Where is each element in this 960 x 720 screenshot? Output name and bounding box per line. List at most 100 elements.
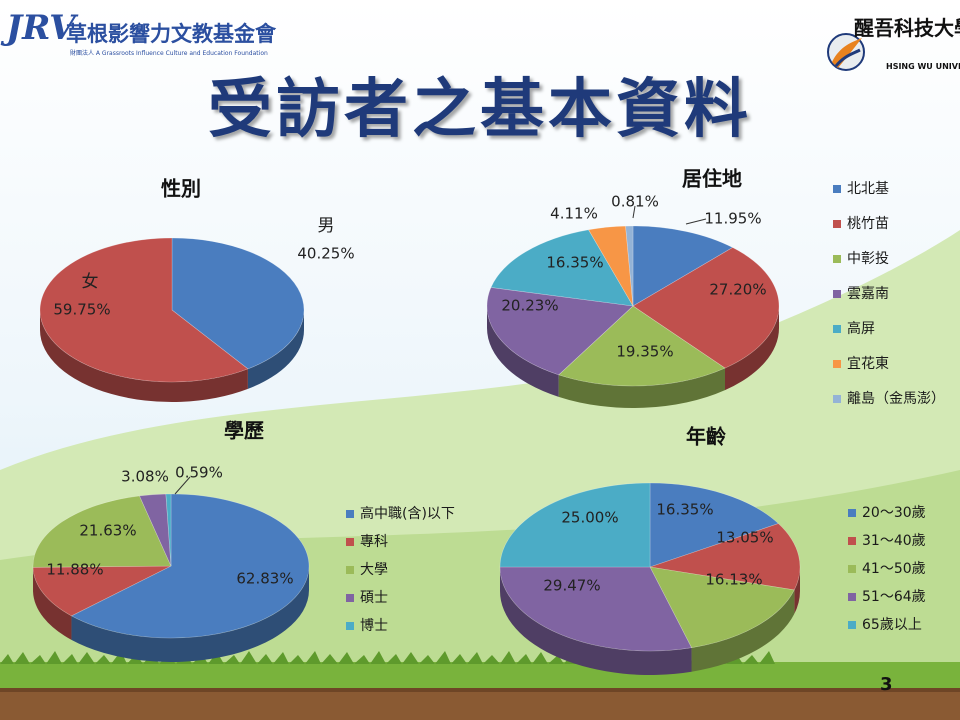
age-legend-label: 41～50歲: [862, 561, 926, 577]
residence-legend-swatch: [833, 185, 841, 193]
gender-category-label: 男: [318, 216, 335, 236]
age-pie-chart: 年齡 16.35%13.05% 16.13% 29.47% 25.00% 20～30歲 31…: [499, 425, 926, 675]
gender-slice-1: [171, 237, 305, 370]
education-legend-swatch: [346, 566, 354, 574]
age-legend-swatch: [848, 565, 856, 573]
education-slice-5: [165, 493, 172, 567]
residence-slice-side-3: [558, 368, 725, 409]
education-data-label: 62.83%: [236, 570, 293, 588]
university-name-en: HSING WU UNIVERSITY: [886, 62, 960, 71]
age-legend-label: 31～40歲: [862, 533, 926, 549]
residence-legend-swatch: [833, 220, 841, 228]
residence-leader-line-2: [632, 205, 636, 219]
age-legend-swatch: [848, 537, 856, 545]
soil: [0, 688, 960, 720]
education-legend-label: 大學: [360, 562, 388, 578]
age-legend-swatch: [848, 621, 856, 629]
university-logo: 醒吾科技大學 HSING WU UNIVERSITY: [820, 8, 960, 74]
education-slice-2: [32, 565, 172, 617]
education-legend-label: 專科: [360, 534, 388, 550]
residence-legend-swatch: [833, 360, 841, 368]
gender-pie-chart: 性別男 40.25% 女 59.75%: [39, 177, 355, 402]
age-legend-swatch: [848, 593, 856, 601]
education-slice-1: [70, 493, 310, 639]
residence-legend-label: 高屏: [847, 320, 875, 337]
residence-slice-5: [490, 229, 634, 307]
gender-data-label: 59.75%: [53, 301, 110, 319]
education-data-label: 0.59%: [175, 464, 223, 482]
age-legend: 20～30歲 31～40歲 41～50歲 51～64歲 65歲以上: [848, 505, 926, 633]
gender-pie-sides: [40, 310, 304, 402]
residence-slice-3: [558, 305, 726, 387]
education-legend-swatch: [346, 538, 354, 546]
education-data-label: 3.08%: [121, 468, 169, 486]
residence-legend-label: 桃竹苗: [847, 216, 889, 232]
education-pie-sides: [33, 566, 310, 663]
gender-slice-side-1: [247, 310, 304, 389]
education-legend-swatch: [346, 510, 354, 518]
education-legend-label: 博士: [360, 617, 388, 634]
foundation-logo: JRV 草根影響力文教基金會 財團法人 A Grassroots Influen…: [4, 8, 276, 64]
education-legend-swatch: [346, 622, 354, 630]
residence-chart-title: 居住地: [682, 167, 742, 191]
gender-slice-2: [39, 237, 249, 383]
education-slice-4: [139, 493, 172, 567]
residence-slice-side-2: [724, 306, 779, 391]
gender-chart-title: 性別: [161, 177, 201, 201]
residence-pie-sides: [487, 306, 779, 409]
residence-data-label: 11.95%: [704, 210, 761, 228]
age-data-label: 16.13%: [705, 571, 762, 589]
age-legend-label: 65歲以上: [862, 617, 922, 633]
residence-data-label: 27.20%: [709, 281, 766, 299]
university-emblem-icon: [827, 33, 865, 71]
gender-slice-side-2: [40, 310, 248, 402]
residence-legend-label: 宜花東: [847, 356, 889, 372]
education-legend-label: 高中職(含)以下: [360, 505, 455, 522]
education-slice-side-2: [33, 567, 72, 640]
education-slice-side-1: [71, 566, 310, 663]
residence-leader-line-1: [685, 218, 707, 225]
residence-slice-2: [632, 247, 780, 369]
residence-data-label: 4.11%: [550, 205, 598, 223]
residence-data-label: 16.35%: [546, 254, 603, 272]
education-chart-title: 學歷: [224, 419, 264, 443]
foundation-name-en: 財團法人 A Grassroots Influence Culture and …: [70, 50, 268, 57]
age-slice-1: [649, 482, 779, 568]
education-pie-chart: 學歷 62.83% 11.88% 21.63% 3.08% 0.59% 高中職(含)以下專科…: [32, 419, 455, 663]
residence-slice-side-4: [487, 306, 559, 397]
age-data-label: 25.00%: [561, 509, 618, 527]
age-legend-label: 51～64歲: [862, 589, 926, 605]
residence-slice-7: [625, 225, 634, 307]
age-data-label: 13.05%: [716, 529, 773, 547]
residence-data-label: 19.35%: [616, 343, 673, 361]
gender-category-label: 女: [82, 272, 99, 292]
age-data-label: 16.35%: [656, 501, 713, 519]
age-slice-side-3: [691, 589, 795, 672]
page-title: 受訪者之基本資料: [208, 73, 752, 147]
age-legend-swatch: [848, 509, 856, 517]
residence-slice-4: [486, 287, 634, 376]
education-legend-swatch: [346, 594, 354, 602]
residence-legend-swatch: [833, 325, 841, 333]
residence-legend-label: 中彰投: [847, 250, 889, 267]
university-name: 醒吾科技大學: [854, 16, 960, 40]
residence-legend-swatch: [833, 395, 841, 403]
residence-legend-swatch: [833, 290, 841, 298]
residence-slice-1: [632, 225, 734, 307]
age-slice-3: [649, 566, 795, 649]
residence-data-label: 20.23%: [501, 297, 558, 315]
gender-data-label: 40.25%: [297, 245, 354, 263]
page-number: 3: [880, 674, 893, 695]
residence-pie-chart: 居住地 11.95% 27.20% 19.35% 20.23% 16.35% 4.11% 0.…: [486, 167, 945, 409]
age-data-label: 29.47%: [543, 577, 600, 595]
age-slice-2: [649, 523, 801, 591]
residence-slice-6: [588, 225, 634, 307]
residence-legend-label: 北北基: [847, 180, 889, 197]
education-legend-label: 碩士: [360, 590, 388, 606]
grass: [0, 662, 960, 690]
education-data-label: 21.63%: [79, 522, 136, 540]
